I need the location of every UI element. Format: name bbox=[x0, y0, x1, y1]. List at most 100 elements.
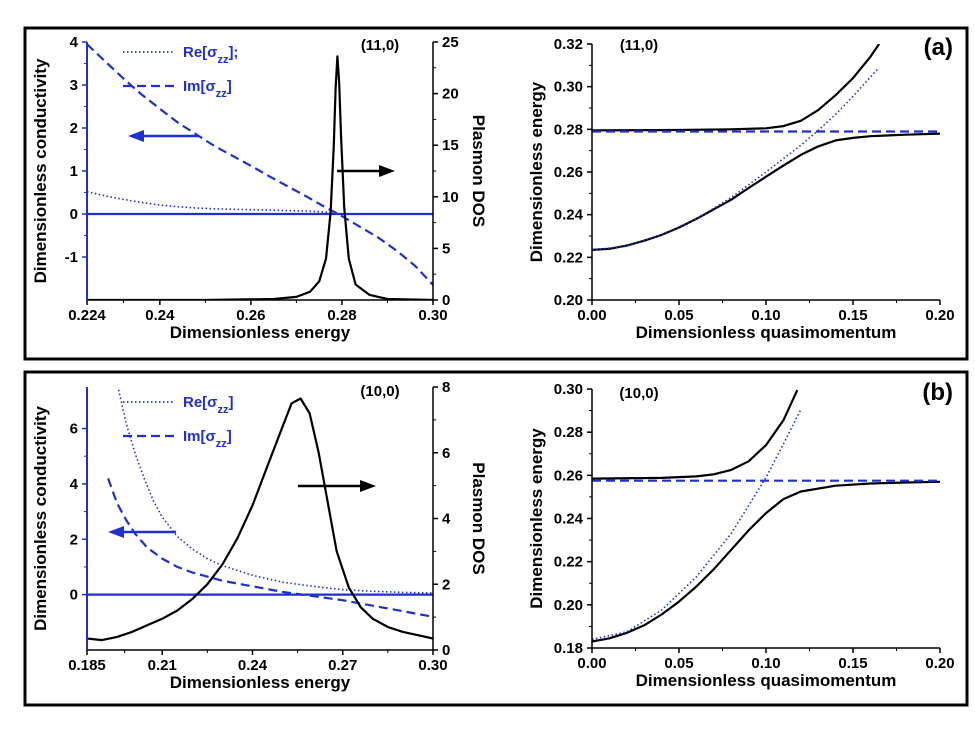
x-tick-label: 0.24 bbox=[238, 657, 268, 674]
x-tick-label: 0.20 bbox=[925, 307, 954, 324]
y2-tick-label: 4 bbox=[442, 511, 451, 528]
x-axis-label: Dimensionless energy bbox=[170, 323, 351, 342]
x-tick-label: 0.30 bbox=[418, 307, 447, 324]
x-axis-label: Dimensionless quasimomentum bbox=[636, 323, 897, 342]
chirality-annotation: (11,0) bbox=[620, 37, 658, 54]
y-tick-label: 0.26 bbox=[554, 467, 583, 484]
x-tick-label: 0.00 bbox=[577, 655, 606, 672]
arrow-right-head bbox=[379, 165, 395, 177]
x-tick-label: 0.185 bbox=[68, 657, 106, 674]
y2-tick-label: 8 bbox=[442, 379, 450, 396]
x-tick-label: 0.24 bbox=[145, 307, 175, 324]
legend-label-tail: ] bbox=[227, 78, 232, 95]
y-tick-label: 0.20 bbox=[554, 597, 583, 614]
y-tick-label: 4 bbox=[70, 476, 79, 493]
x-tick-label: 0.05 bbox=[664, 655, 693, 672]
y-tick-label: 1 bbox=[70, 163, 78, 180]
series-plasmon-dos bbox=[87, 55, 433, 300]
legend-label-base: Re[σ bbox=[183, 44, 217, 61]
legend-label: Im[σzz] bbox=[183, 78, 232, 100]
series-plasmon-dos bbox=[87, 397, 433, 642]
y-tick-label: 0.28 bbox=[554, 424, 583, 441]
y-tick-label: 4 bbox=[70, 34, 79, 51]
y-tick-label: 2 bbox=[70, 531, 78, 548]
y-tick-label: 0.30 bbox=[554, 79, 583, 96]
arrow-left-head bbox=[108, 526, 124, 538]
y-tick-label: 0 bbox=[70, 206, 78, 223]
x-tick-label: 0.30 bbox=[418, 657, 447, 674]
y2-tick-label: 0 bbox=[442, 642, 450, 659]
y2-tick-label: 25 bbox=[442, 34, 459, 51]
x-tick-label: 0.27 bbox=[328, 657, 357, 674]
chart-a-left: 0.224 0.24 0.26 0.28 0.30 -1 0 1 2 3 4 0 5 10 15 20 25 Di… bbox=[31, 34, 488, 342]
x-tick-label: 0.21 bbox=[148, 657, 177, 674]
series-im-zz bbox=[87, 43, 433, 286]
legend-label-subscript: zz bbox=[217, 54, 229, 66]
legend-label-tail: ] bbox=[227, 428, 232, 445]
x-tick-label: 0.05 bbox=[664, 307, 693, 324]
legend-label-base: Im[σ bbox=[183, 78, 216, 95]
series-group-b-right bbox=[592, 389, 940, 643]
y-axis-label: Dimensionless conductivity bbox=[31, 406, 50, 631]
legend-label-base: Im[σ bbox=[183, 428, 216, 445]
x-tick-label: 0.15 bbox=[838, 307, 867, 324]
chart-a-right: 0.00 0.05 0.10 0.15 0.20 0.20 0.22 0.24 0.26 0.28… bbox=[527, 36, 955, 342]
y-tick-label: 0.20 bbox=[554, 292, 583, 309]
y2-tick-label: 2 bbox=[442, 576, 450, 593]
series-group-a-left bbox=[87, 43, 433, 300]
chart-b-right: 0.00 0.05 0.10 0.15 0.20 0.18 0.20 0.22 0.24 0.26… bbox=[527, 381, 955, 690]
x-tick-label: 0.224 bbox=[68, 307, 106, 324]
series-uncoupled-exciton bbox=[592, 409, 802, 641]
chirality-annotation: (10,0) bbox=[619, 385, 658, 402]
y-tick-label: 0.18 bbox=[554, 640, 583, 657]
y2-axis-label: Plasmon DOS bbox=[469, 462, 488, 574]
panel-label-a: (a) bbox=[924, 34, 953, 61]
y-tick-label: 0.24 bbox=[554, 511, 584, 528]
y-axis-label: Dimensionless energy bbox=[527, 428, 546, 609]
x-tick-label: 0.15 bbox=[838, 655, 867, 672]
y-tick-label: 0.28 bbox=[554, 121, 583, 138]
legend-label-subscript: zz bbox=[216, 88, 228, 100]
legend-label-subscript: zz bbox=[216, 438, 228, 450]
chirality-annotation: (11,0) bbox=[361, 37, 399, 54]
y2-axis-label: Plasmon DOS bbox=[469, 115, 488, 227]
y2-tick-label: 6 bbox=[442, 445, 450, 462]
panel-b-frame bbox=[23, 370, 969, 707]
y2-tick-label: 20 bbox=[442, 86, 459, 103]
x-tick-label: 0.26 bbox=[236, 307, 265, 324]
y-axis-label: Dimensionless energy bbox=[527, 81, 546, 262]
series-upper-branch bbox=[592, 389, 799, 480]
y2-tick-label: 0 bbox=[442, 292, 450, 309]
y-tick-label: 0.32 bbox=[554, 36, 583, 53]
arrow-right-head bbox=[360, 480, 376, 492]
series-uncoupled-exciton bbox=[592, 66, 880, 251]
x-tick-label: 0.00 bbox=[577, 307, 606, 324]
series-upper-branch bbox=[592, 44, 881, 132]
series-lower-branch bbox=[592, 480, 940, 643]
chart-b-left: 0.185 0.21 0.24 0.27 0.30024602468Dimensionl… bbox=[31, 379, 488, 692]
legend-label-subscript: zz bbox=[217, 404, 229, 416]
y-tick-label: 6 bbox=[70, 421, 78, 438]
y-axis-label: Dimensionless conductivity bbox=[31, 58, 50, 283]
x-tick-label: 0.20 bbox=[925, 655, 954, 672]
y-tick-label: 2 bbox=[70, 120, 78, 137]
x-tick-label: 0.28 bbox=[327, 307, 356, 324]
arrow-left-head bbox=[128, 130, 144, 142]
x-tick-label: 0.10 bbox=[751, 655, 780, 672]
legend-label: Re[σzz] bbox=[183, 394, 233, 416]
y-tick-label: 3 bbox=[70, 77, 78, 94]
legend-label-base: Re[σ bbox=[183, 394, 217, 411]
panel-label-b: (b) bbox=[922, 379, 953, 406]
legend-label-tail: ] bbox=[228, 394, 233, 411]
chirality-annotation: (10,0) bbox=[360, 383, 399, 400]
legend-label: Re[σzz]; bbox=[183, 44, 238, 66]
series-group-a-right bbox=[592, 44, 940, 251]
y2-tick-label: 15 bbox=[442, 137, 459, 154]
x-axis-label: Dimensionless energy bbox=[170, 673, 351, 692]
y-tick-label: 0.22 bbox=[554, 554, 583, 571]
x-axis-label: Dimensionless quasimomentum bbox=[636, 671, 897, 690]
y2-tick-label: 10 bbox=[442, 189, 459, 206]
y-tick-label: 0 bbox=[70, 587, 78, 604]
